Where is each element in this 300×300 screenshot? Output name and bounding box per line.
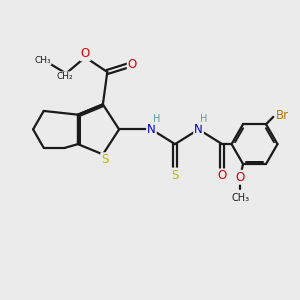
Text: Br: Br	[276, 109, 289, 122]
Text: O: O	[218, 169, 227, 182]
Text: CH₂: CH₂	[56, 72, 73, 81]
Text: N: N	[194, 123, 203, 136]
Text: CH₃: CH₃	[231, 193, 249, 202]
Text: O: O	[81, 47, 90, 60]
Text: S: S	[171, 169, 179, 182]
Text: N: N	[147, 123, 156, 136]
Text: O: O	[235, 171, 244, 184]
Text: O: O	[128, 58, 137, 71]
Text: H: H	[200, 114, 207, 124]
Text: H: H	[153, 114, 160, 124]
Text: CH₃: CH₃	[34, 56, 51, 65]
Text: S: S	[101, 153, 109, 166]
